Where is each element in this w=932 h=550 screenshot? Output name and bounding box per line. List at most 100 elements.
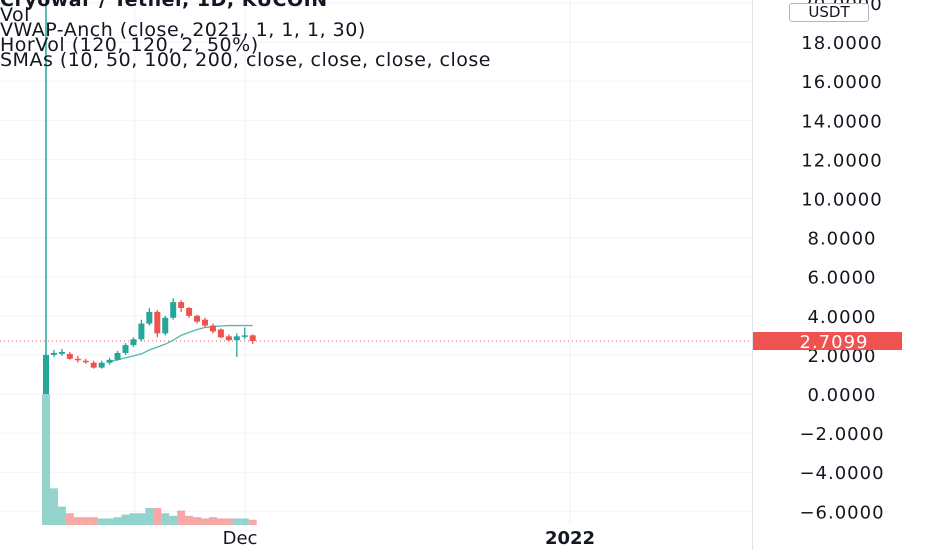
volume-bar (89, 517, 98, 525)
time-tick-label: Dec (223, 528, 258, 549)
candle-body (130, 339, 137, 346)
candle-body (186, 307, 193, 316)
price-tick-label: 12.0000 (801, 150, 882, 171)
volume-bar (216, 518, 225, 525)
volume-bar (65, 513, 74, 525)
candle (106, 357, 113, 365)
volume-bar (224, 518, 233, 525)
volume-bar (81, 517, 90, 525)
candle (225, 334, 232, 342)
candle (122, 343, 129, 355)
volume-bar (153, 507, 162, 525)
candle-body (217, 329, 224, 338)
candle (233, 333, 240, 357)
volume-bar (42, 394, 50, 525)
price-tick-label: −4.0000 (799, 463, 884, 484)
candle (58, 349, 65, 356)
candle-body (82, 360, 89, 363)
volume-bar (97, 518, 106, 525)
price-tick-label: 10.0000 (801, 190, 882, 211)
candle-body (249, 335, 256, 342)
indicator-lines (0, 324, 752, 363)
candle (114, 350, 121, 361)
last-price-label: 2.7099 (800, 332, 869, 353)
candle (194, 314, 201, 324)
candle (178, 300, 185, 312)
candle (249, 334, 256, 345)
legend-smas[interactable]: SMAs (10, 50, 100, 200, close, close, cl… (0, 49, 491, 69)
candle-body (162, 317, 169, 334)
candle-body (233, 336, 240, 341)
volume-bars (42, 394, 257, 525)
candle-body (146, 311, 153, 324)
price-tick-label: 0.0000 (808, 385, 877, 406)
volume-bar (49, 488, 58, 525)
candle (98, 360, 105, 369)
vwap-line (109, 324, 253, 363)
candle-body (98, 362, 105, 368)
candle-body (241, 335, 248, 337)
candle (43, 353, 49, 394)
chart-legend: Cryowar / Tether, 1D, KUCOIN Vol VWAP-An… (0, 0, 752, 68)
time-tick-label: 2022 (545, 528, 595, 549)
candle (170, 298, 177, 320)
candle (241, 327, 248, 340)
candle-body (154, 311, 161, 334)
candle (138, 319, 145, 342)
candle (90, 360, 97, 369)
volume-bar (232, 518, 241, 525)
price-tick-label: 16.0000 (801, 72, 882, 93)
currency-label[interactable]: USDT (789, 3, 869, 22)
candle-body (114, 352, 121, 360)
price-tick-label: 18.0000 (801, 33, 882, 54)
last-price-badge (753, 332, 902, 351)
volume-bar (248, 519, 257, 525)
volume-bar (105, 518, 114, 525)
candle (209, 323, 216, 334)
candle-body (74, 358, 81, 361)
price-tick-label: 2.0000 (808, 346, 877, 367)
candle-body (225, 336, 232, 341)
volume-bar (177, 510, 186, 525)
candle (130, 337, 137, 348)
volume-bar (201, 518, 209, 525)
candle-body (58, 351, 65, 354)
price-axis: 20.000018.000016.000014.000012.000010.00… (753, 0, 902, 523)
candle (186, 307, 193, 318)
volume-bar (57, 506, 66, 525)
legend-vwap[interactable]: VWAP-Anch (close, 2021, 1, 1, 1, 30) (0, 19, 366, 41)
candle (66, 351, 73, 360)
symbol-title[interactable]: Cryowar / Tether, 1D, KUCOIN (0, 0, 328, 11)
candle-body (66, 353, 73, 359)
candle (146, 307, 153, 326)
price-tick-label: 8.0000 (808, 229, 877, 250)
candle (82, 358, 89, 364)
candle-body (178, 302, 185, 308)
candle (162, 315, 169, 336)
candle (217, 328, 224, 339)
candle-body (90, 362, 97, 368)
price-tick-label: 14.0000 (801, 111, 882, 132)
candle (202, 317, 208, 328)
volume-bar (73, 517, 82, 525)
volume-bar (169, 515, 178, 525)
time-axis: Dec 2022 (223, 528, 595, 549)
candle-body (170, 302, 177, 318)
candle-body (209, 325, 216, 332)
legend-vol[interactable]: Vol (0, 4, 30, 26)
volume-bar (113, 517, 122, 525)
candle-body (202, 319, 208, 326)
volume-bar (185, 515, 194, 525)
volume-bar (240, 518, 249, 525)
volume-bar (193, 517, 202, 525)
volume-bar (208, 517, 217, 525)
price-tick-label: 4.0000 (808, 307, 877, 328)
volume-bar (121, 514, 130, 525)
candle-body (43, 354, 49, 394)
volume-bar (137, 513, 146, 525)
candle-body (194, 315, 201, 322)
legend-horvol[interactable]: HorVol (120, 120, 2, 50%) (0, 34, 259, 56)
candle-body (122, 345, 129, 353)
price-tick-label: −6.0000 (799, 502, 884, 523)
